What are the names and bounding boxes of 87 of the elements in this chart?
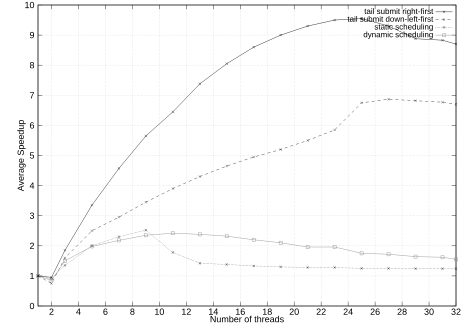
point bbox=[441, 267, 444, 270]
point bbox=[172, 110, 174, 114]
x-tick-label: 22 bbox=[316, 308, 326, 315]
point bbox=[144, 134, 148, 138]
point bbox=[279, 34, 282, 36]
point bbox=[387, 267, 390, 270]
point bbox=[118, 167, 120, 170]
point bbox=[50, 276, 53, 279]
y-tick-label: 5 bbox=[30, 152, 34, 159]
y-tick-label: 10 bbox=[25, 2, 34, 8]
y-tick-label: 7 bbox=[30, 92, 34, 98]
point bbox=[414, 99, 417, 102]
point bbox=[441, 100, 444, 104]
y-tick-label: 3 bbox=[30, 212, 34, 219]
y-tick-label: 2 bbox=[30, 242, 34, 249]
point bbox=[252, 238, 256, 242]
point bbox=[198, 175, 202, 178]
point bbox=[332, 245, 336, 249]
point bbox=[306, 24, 310, 28]
x-tick-label: 32 bbox=[451, 308, 461, 315]
point bbox=[440, 255, 444, 260]
point bbox=[198, 232, 202, 236]
point bbox=[118, 216, 120, 219]
point bbox=[306, 245, 310, 249]
point bbox=[90, 204, 94, 206]
point bbox=[198, 82, 202, 86]
x-tick-label: 6 bbox=[103, 308, 108, 315]
point bbox=[50, 282, 53, 285]
y-tick-label: 1 bbox=[30, 272, 34, 279]
x-tick-label: 20 bbox=[290, 308, 299, 315]
point bbox=[90, 229, 94, 232]
point bbox=[386, 252, 390, 256]
x-axis-title: Number of threads bbox=[210, 316, 284, 322]
point bbox=[360, 267, 363, 270]
point bbox=[172, 251, 174, 254]
point bbox=[252, 264, 256, 268]
point bbox=[144, 233, 148, 238]
point bbox=[278, 240, 283, 245]
x-tick-label: 2 bbox=[49, 308, 54, 315]
point bbox=[225, 263, 228, 266]
point bbox=[360, 252, 364, 256]
point bbox=[360, 101, 363, 104]
x-tick-label: 12 bbox=[182, 308, 191, 315]
point bbox=[306, 266, 310, 269]
point bbox=[118, 235, 120, 238]
point bbox=[172, 187, 174, 190]
point bbox=[333, 128, 336, 132]
point bbox=[64, 256, 66, 260]
point bbox=[454, 267, 458, 270]
x-tick-label: 10 bbox=[155, 308, 164, 315]
y-tick-label: 6 bbox=[30, 122, 34, 129]
x-tick-label: 4 bbox=[76, 308, 81, 315]
point bbox=[306, 139, 310, 142]
point bbox=[333, 18, 336, 22]
point bbox=[198, 262, 202, 265]
point bbox=[64, 248, 66, 252]
point bbox=[252, 46, 256, 48]
y-tick-label: 8 bbox=[30, 62, 34, 68]
x-tick-label: 30 bbox=[424, 308, 434, 315]
y-tick-label: 9 bbox=[30, 32, 34, 38]
x-tick-label: 14 bbox=[208, 308, 218, 315]
point bbox=[63, 259, 67, 263]
x-tick-label: 8 bbox=[130, 308, 134, 315]
y-axis-title: Average Speedup bbox=[17, 120, 26, 192]
x-tick-label: 26 bbox=[370, 308, 380, 315]
point bbox=[441, 38, 444, 42]
y-tick-label: 4 bbox=[30, 182, 34, 189]
point bbox=[279, 266, 282, 268]
point bbox=[414, 267, 417, 270]
point bbox=[333, 266, 336, 269]
point bbox=[224, 234, 229, 238]
point bbox=[387, 98, 390, 101]
x-tick-label: 24 bbox=[344, 308, 353, 315]
x-tick-label: 28 bbox=[398, 308, 407, 315]
point bbox=[252, 156, 256, 158]
point bbox=[171, 231, 175, 235]
point bbox=[144, 200, 148, 204]
x-tick-label: 18 bbox=[262, 308, 272, 315]
point bbox=[414, 254, 418, 258]
point bbox=[225, 62, 228, 66]
point bbox=[64, 264, 66, 267]
x-tick-label: 16 bbox=[236, 308, 245, 315]
point bbox=[225, 164, 228, 168]
point bbox=[117, 238, 121, 242]
point bbox=[144, 228, 148, 232]
y-tick-label: 0 bbox=[30, 302, 34, 310]
point bbox=[279, 148, 282, 151]
